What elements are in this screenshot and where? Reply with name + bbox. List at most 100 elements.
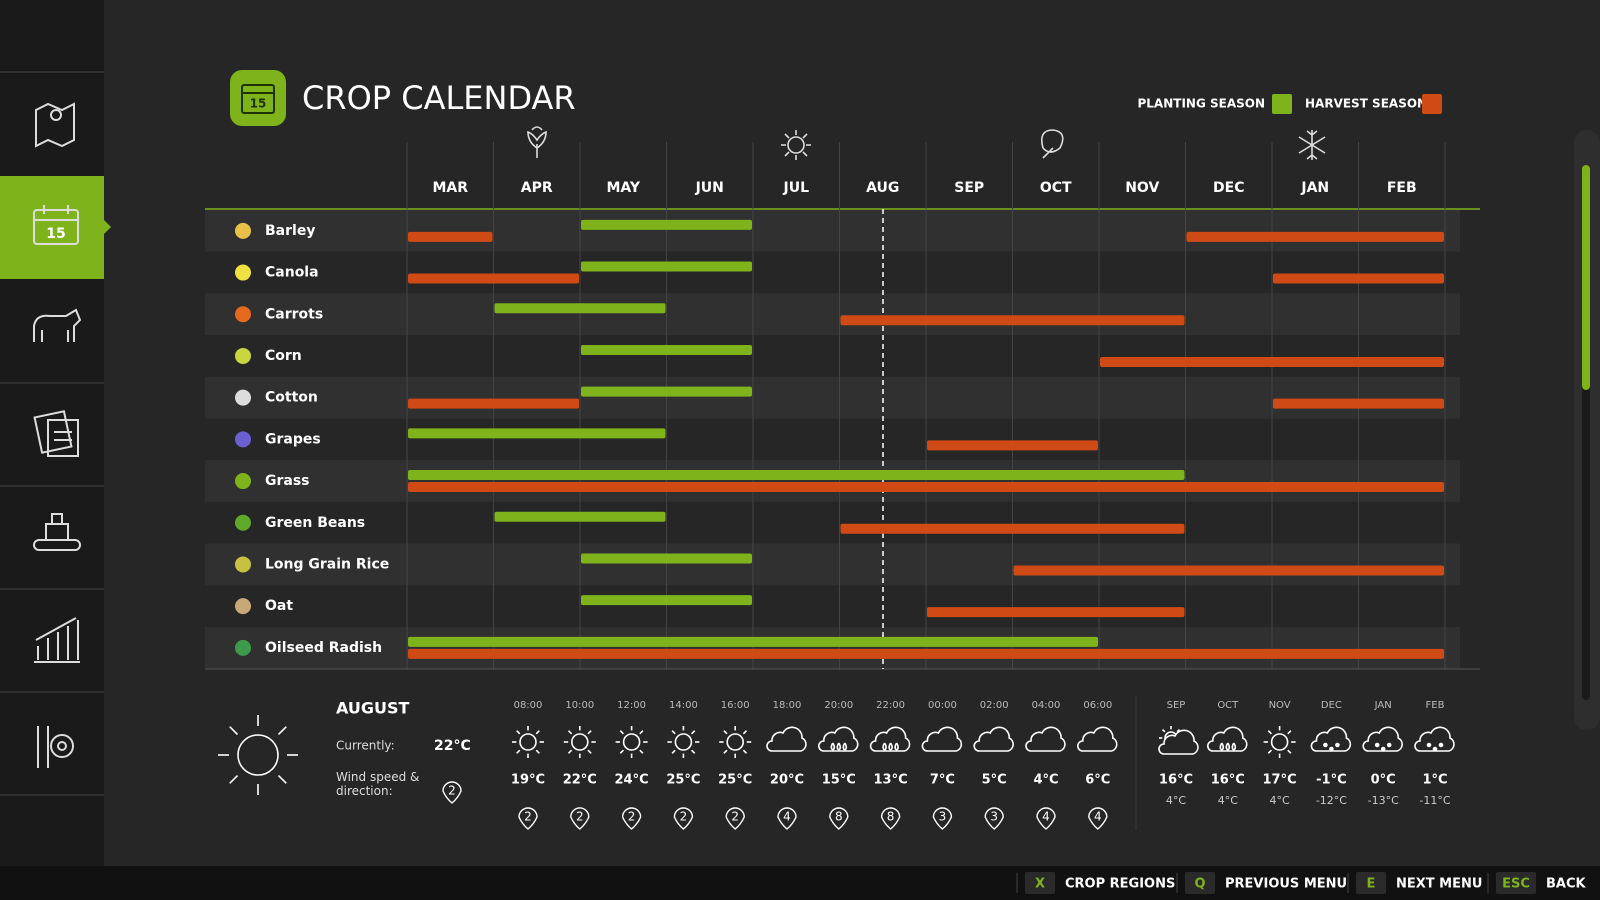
sun-ray	[516, 730, 521, 735]
footer-label: NEXT MENU	[1396, 877, 1482, 892]
footer-label: PREVIOUS MENU	[1225, 877, 1347, 892]
wind-value: 3	[939, 810, 947, 824]
wind-value: 2	[576, 810, 584, 824]
cloud	[1158, 729, 1199, 755]
sun-ray	[691, 749, 696, 754]
sun-ray	[742, 749, 748, 754]
crop-row: Cotton	[235, 386, 1444, 409]
wind-value: 8	[887, 810, 895, 824]
row-background	[205, 460, 1460, 502]
weather-icon	[218, 715, 298, 795]
wind-value: 2	[524, 810, 532, 824]
scroll-thumb[interactable]	[1582, 165, 1590, 390]
hour-label: 10:00	[565, 700, 594, 711]
forecast-high: 16°C	[1159, 773, 1193, 788]
harvest-bar	[927, 607, 1185, 618]
weather-icon	[766, 726, 807, 752]
hour-label: 02:00	[980, 700, 1009, 711]
crop-name: Long Grain Rice	[265, 556, 389, 572]
animals-menu[interactable]	[33, 308, 82, 342]
row-background	[205, 376, 1460, 419]
wind-value: 4	[1042, 810, 1050, 824]
cloud	[1077, 726, 1118, 752]
footer-button[interactable]: Q PREVIOUS MENU	[1176, 872, 1347, 894]
forecast-low: -11°C	[1419, 794, 1450, 807]
header-icon-day: 15	[250, 97, 267, 111]
forecast-month: SEP	[1167, 700, 1186, 711]
settings-menu[interactable]	[37, 726, 74, 768]
crop-row: Oat	[235, 595, 1185, 618]
hour-label: 04:00	[1032, 700, 1061, 711]
sun-ray	[535, 749, 540, 754]
crop-row: Carrots	[235, 303, 1185, 326]
hour-label: 00:00	[928, 700, 957, 711]
sun-ray	[723, 749, 728, 754]
row-background	[205, 627, 1460, 669]
weather-icon	[615, 726, 648, 758]
current-temperature: 22°C	[434, 738, 471, 754]
crop-icon	[235, 264, 251, 281]
snow-flake	[1329, 746, 1334, 752]
wind-pin	[621, 807, 642, 830]
hour-temp: 13°C	[874, 773, 908, 788]
month-label: JUL	[783, 180, 810, 196]
crop-icon	[235, 598, 251, 615]
production-menu[interactable]	[33, 513, 81, 551]
harvest-bar	[1100, 356, 1444, 367]
harvest-bar	[1273, 273, 1444, 284]
footer-button[interactable]: ESC BACK	[1487, 872, 1587, 894]
wind-value: 2	[731, 810, 739, 824]
planting-bar	[581, 261, 752, 272]
sun-ray	[1161, 728, 1166, 733]
cloud	[1414, 726, 1455, 752]
map-menu[interactable]	[35, 102, 75, 148]
hour-temp: 25°C	[666, 773, 700, 788]
forecast-month: NOV	[1269, 700, 1291, 711]
footer-button[interactable]: E NEXT MENU	[1347, 872, 1482, 894]
sun-ray	[639, 730, 644, 735]
sun-ray	[229, 774, 239, 784]
legend-harvest-label: HARVEST SEASON	[1305, 97, 1427, 111]
legend-planting-label: PLANTING SEASON	[1137, 97, 1265, 111]
calendar-menu-selected[interactable]	[0, 176, 104, 279]
footer-button[interactable]: X CROP REGIONS	[1016, 872, 1175, 894]
crop-icon	[235, 473, 251, 490]
cloud	[1025, 726, 1066, 752]
hour-temp: 24°C	[615, 773, 649, 788]
hour-label: 12:00	[617, 700, 646, 711]
sun	[674, 733, 693, 751]
contracts-menu[interactable]	[33, 410, 79, 457]
statistics-menu[interactable]	[34, 617, 80, 663]
weather-icon	[563, 726, 596, 758]
crop-name: Oilseed Radish	[265, 640, 382, 656]
month-label: AUG	[866, 180, 899, 196]
forecast-high: -1°C	[1316, 773, 1346, 788]
wind-value: 3	[990, 810, 998, 824]
currently-label: Currently:	[336, 739, 395, 753]
forecast-high: 0°C	[1371, 773, 1396, 788]
wind-value: 4	[1094, 810, 1102, 824]
crop-name: Corn	[265, 348, 302, 364]
sidebar	[0, 0, 104, 866]
calendar-menu-day: 15	[46, 226, 65, 242]
weather-icon	[512, 726, 544, 758]
legend-planting-swatch	[1272, 94, 1292, 114]
hour-temp: 7°C	[930, 773, 955, 788]
rain-drop	[830, 742, 836, 751]
cloud	[1310, 726, 1352, 752]
crop-icon	[235, 347, 251, 364]
crop-row: Long Grain Rice	[235, 553, 1444, 576]
harvest-bar	[408, 398, 579, 409]
footer-key-box	[1356, 872, 1386, 894]
planting-bar	[408, 428, 666, 439]
cloud	[921, 726, 963, 752]
month-label: SEP	[954, 180, 984, 196]
weather-icon	[921, 726, 963, 752]
month-label: JUN	[695, 180, 724, 196]
wind-pin	[518, 807, 538, 830]
month-label: DEC	[1213, 180, 1244, 196]
wind-pin	[932, 807, 953, 830]
sun-ray	[567, 749, 573, 754]
